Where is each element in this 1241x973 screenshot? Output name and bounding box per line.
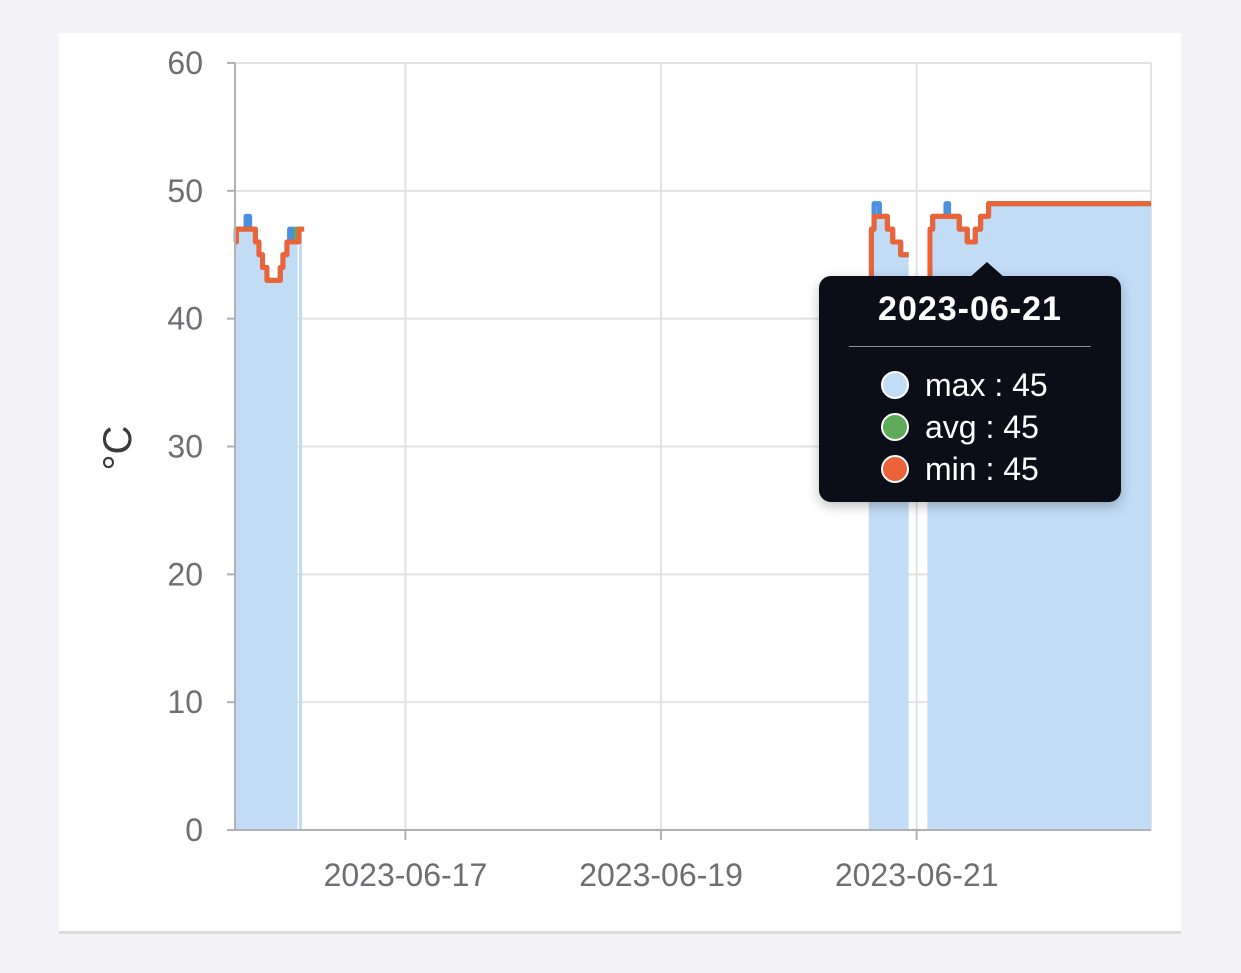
tooltip-row-min: min : 45 <box>881 448 1048 490</box>
tooltip-divider <box>849 346 1091 347</box>
y-tick-label: 60 <box>167 45 203 81</box>
chart-card: 0 10 20 30 40 50 60 2023-06-17 2023-06-19 2023-0… <box>59 33 1181 934</box>
y-tick-label: 50 <box>167 173 203 209</box>
min-color-dot <box>881 455 909 483</box>
avg-color-dot <box>881 413 909 441</box>
tooltip-rows: max : 45 avg : 45 min : 45 <box>881 364 1048 490</box>
x-tick-label: 2023-06-17 <box>324 857 488 893</box>
tooltip-title: 2023-06-21 <box>878 290 1062 328</box>
max-area-segment <box>235 216 298 830</box>
max-color-dot <box>881 371 909 399</box>
data-tooltip: 2023-06-21 max : 45 avg : 45 min : 45 <box>819 262 1121 502</box>
y-tick-label: 0 <box>185 812 203 848</box>
y-tick-label: 20 <box>167 556 203 592</box>
min-line-segment <box>868 213 909 283</box>
series-lines <box>233 201 1151 283</box>
tooltip-max-label: max : 45 <box>925 366 1048 403</box>
y-tick-label: 30 <box>167 429 203 465</box>
tooltip-row-max: max : 45 <box>881 364 1048 406</box>
y-tick-label: 10 <box>167 684 203 720</box>
max-area-segment <box>298 229 303 830</box>
x-tick-label: 2023-06-21 <box>835 857 999 893</box>
x-tick-label: 2023-06-19 <box>579 857 743 893</box>
tooltip-min-label: min : 45 <box>925 450 1039 487</box>
min-line-segment <box>927 201 1151 283</box>
grid-lines <box>235 62 1152 831</box>
tooltip-avg-label: avg : 45 <box>925 408 1039 445</box>
min-line-segment <box>233 226 305 283</box>
y-tick-label: 40 <box>167 301 203 337</box>
tooltip-row-avg: avg : 45 <box>881 406 1048 448</box>
x-axis-ticks: 2023-06-17 2023-06-19 2023-06-21 <box>324 830 999 893</box>
y-axis-ticks: 0 10 20 30 40 50 60 <box>167 45 235 848</box>
y-axis-label: °C <box>96 426 140 471</box>
